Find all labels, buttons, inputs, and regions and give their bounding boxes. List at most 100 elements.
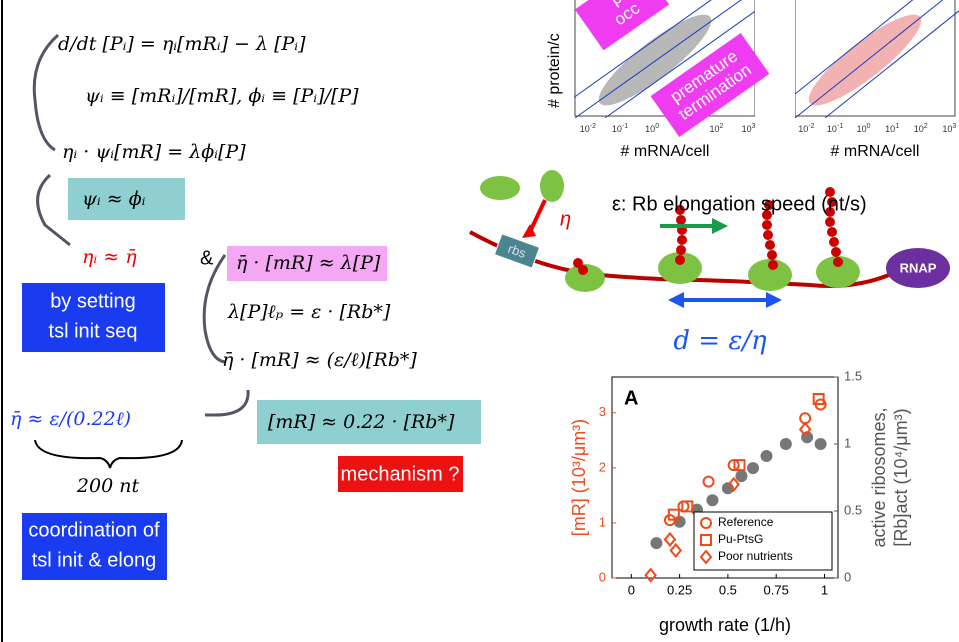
marker [815, 438, 827, 450]
tick-exponent: -1 [622, 123, 628, 130]
ribosome-subunit [540, 170, 564, 202]
tick-exponent: 2 [719, 123, 723, 130]
equation: λ[P]ℓₚ = ε · [Rb*] [227, 301, 391, 323]
tick-base: 10 [580, 124, 590, 134]
tick-label: 100 [857, 123, 871, 135]
tick-label: 103 [742, 123, 756, 135]
box-text: η̄ · [mR] ≈ λ[P] [236, 252, 381, 274]
rnap-label: RNAP [900, 260, 937, 275]
marker [761, 450, 773, 462]
tick-label: 102 [914, 123, 928, 135]
slide: d/dt [Pᵢ] = ηᵢ[mRᵢ] − λ [Pᵢ] ψᵢ ≡ [mRᵢ]/… [0, 0, 959, 642]
marker [665, 533, 675, 545]
tick-label: 102 [709, 123, 723, 135]
x-axis-label: # mRNA/cell [621, 143, 710, 160]
box-text: tsl init & elong [32, 549, 157, 571]
tick-exponent: 0 [867, 123, 871, 130]
tick-exponent: 3 [952, 123, 956, 130]
eta-label: η [560, 208, 571, 230]
y2-tick-label: 0 [844, 569, 851, 584]
tick-exponent: 0 [655, 123, 659, 130]
flow-arrow [34, 35, 58, 150]
equation: d/dt [Pᵢ] = ηᵢ[mRᵢ] − λ [Pᵢ] [58, 33, 306, 55]
x-tick-label: 1 [821, 582, 828, 597]
tick-base: 10 [857, 124, 867, 134]
tick-base: 10 [798, 124, 808, 134]
tick-label: 10-2 [798, 123, 814, 135]
tick-label: 101 [885, 123, 899, 135]
y-tick-label: 0 [599, 569, 606, 584]
spacing-label: d = ε/η [673, 326, 767, 356]
tick-label: 10-1 [827, 123, 843, 135]
tick-base: 10 [709, 124, 719, 134]
scatter-panels: 10-210-1100101102103# mRNA/cell101102103… [480, 0, 959, 160]
tick-label: 10-2 [580, 123, 596, 135]
tick-base: 10 [742, 124, 752, 134]
y2-axis-label: active ribosomes, [869, 407, 889, 547]
box-text: mechanism ? [341, 463, 460, 485]
marker [706, 494, 718, 506]
tick-label: 100 [645, 123, 659, 135]
arrowhead [712, 218, 728, 234]
legend-label: Reference [718, 515, 774, 529]
box-text: tsl init seq [49, 320, 138, 342]
legend-label: Pu-PtsG [718, 532, 763, 546]
marker [678, 501, 688, 511]
equation: & [200, 247, 214, 269]
y2-axis-label: [Rb]act (10⁴/μm³) [891, 408, 911, 546]
flow-arrow [38, 175, 70, 245]
mask [480, 118, 959, 120]
x-tick-label: 0.75 [764, 582, 789, 597]
equation: 200 nt [76, 475, 140, 497]
equation: ψᵢ ≡ [mRᵢ]/[mR], ϕᵢ ≡ [Pᵢ]/[P] [85, 85, 359, 107]
tick-base: 10 [612, 124, 622, 134]
x-tick-label: 0 [628, 582, 635, 597]
chart-title: A [624, 387, 638, 409]
x-tick-label: 0.5 [719, 582, 737, 597]
x-tick-label: 0.25 [667, 582, 692, 597]
tick-exponent: -2 [808, 123, 814, 130]
y-axis-label: # protein/c [546, 33, 563, 108]
flow-arrow [204, 255, 225, 362]
marker [646, 569, 656, 581]
tick-base: 10 [914, 124, 924, 134]
marker [704, 477, 714, 487]
tick-exponent: 3 [752, 123, 756, 130]
y-tick-label: 2 [599, 459, 606, 474]
y-tick-label: 1 [599, 514, 606, 529]
equation: η̄ ≈ ε/(0.22ℓ) [10, 408, 131, 430]
equation: ηᵢ ≈ η̄ [82, 246, 137, 268]
marker [780, 438, 792, 450]
box-text: ψᵢ ≈ ϕᵢ [82, 188, 146, 210]
y-axis-label: [mR] (10³/μm³) [569, 419, 589, 536]
mask [755, 0, 795, 118]
y2-tick-label: 1.5 [844, 368, 862, 383]
tick-exponent: 2 [924, 123, 928, 130]
y2-tick-label: 1 [844, 435, 851, 450]
tick-base: 10 [885, 124, 895, 134]
x-axis-label: # mRNA/cell [831, 143, 920, 160]
y-tick-label: 3 [599, 404, 606, 419]
marker [747, 462, 759, 474]
box-text: by setting [50, 290, 136, 312]
tick-label: 10-1 [612, 123, 628, 135]
tick-base: 10 [827, 124, 837, 134]
marker [650, 537, 662, 549]
y2-tick-label: 0.5 [844, 502, 862, 517]
tick-exponent: 1 [895, 123, 899, 130]
legend-label: Poor nutrients [718, 549, 793, 563]
tick-exponent: -1 [837, 123, 843, 130]
tick-label: 103 [942, 123, 956, 135]
equation: ηᵢ · ψᵢ[mR] = λϕᵢ[P] [62, 141, 246, 163]
box-text: [mR] ≈ 0.22 · [Rb*] [268, 411, 455, 433]
box-text: coordination of [28, 519, 160, 541]
brace [35, 440, 182, 468]
ribosome-subunit [480, 176, 520, 200]
tick-exponent: -2 [590, 123, 596, 130]
speed-label: ε: Rb elongation speed (nt/s) [612, 193, 867, 215]
marker [735, 470, 747, 482]
equation: η̄ · [mR] ≈ (ε/ℓ)[Rb*] [222, 349, 417, 371]
tick-base: 10 [645, 124, 655, 134]
marker [671, 544, 681, 556]
